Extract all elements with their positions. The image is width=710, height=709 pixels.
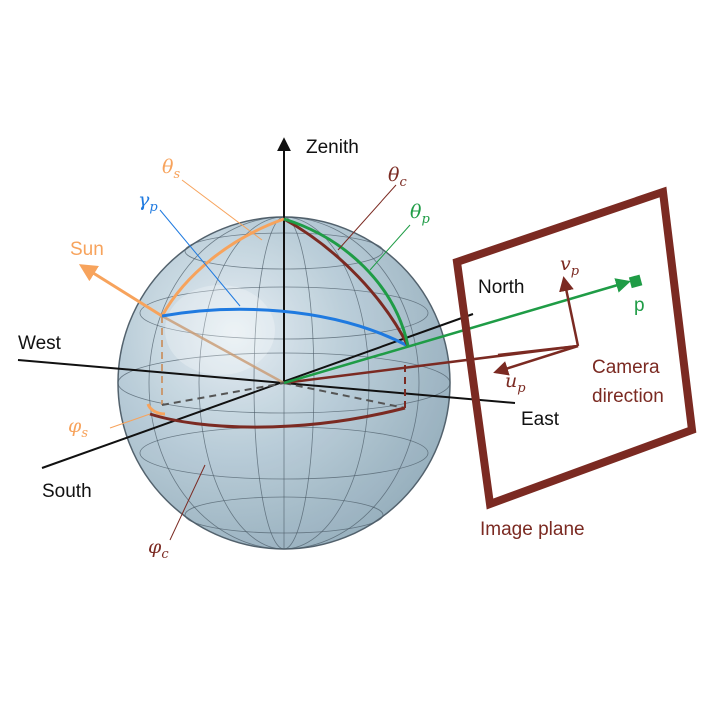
gamma-p-sub: p bbox=[149, 200, 158, 215]
phi-c-sub: c bbox=[161, 547, 169, 562]
pixel-ray-arrow bbox=[283, 278, 631, 385]
south-north-axis bbox=[41, 313, 474, 469]
west-label: West bbox=[18, 333, 62, 354]
u-p-arrow bbox=[493, 344, 579, 376]
gamma-p-label: γp bbox=[138, 189, 158, 215]
u-p-base: u bbox=[505, 370, 517, 392]
sun-direction-arrow bbox=[78, 264, 163, 318]
image-plane bbox=[452, 186, 697, 510]
u-p-label: up bbox=[505, 370, 526, 396]
sun-ray-to-origin bbox=[161, 314, 285, 385]
east-label: East bbox=[521, 409, 560, 430]
theta-s-base: θ bbox=[162, 156, 174, 178]
theta-s-label: θs bbox=[162, 156, 180, 182]
camera-direction-label-line2: direction bbox=[592, 386, 664, 407]
u-p-sub: p bbox=[517, 381, 526, 396]
theta-c-sub: c bbox=[399, 175, 407, 190]
phi-s-label: φs bbox=[68, 415, 88, 441]
v-p-label: vp bbox=[560, 253, 580, 279]
north-label: North bbox=[478, 277, 524, 298]
gamma-p-arc bbox=[161, 307, 409, 348]
gamma-p-base: γ bbox=[138, 189, 150, 211]
zenith-label: Zenith bbox=[306, 137, 359, 158]
pixel-zenith-arc bbox=[283, 217, 410, 347]
pixel-marker bbox=[628, 274, 643, 289]
sun-geometry bbox=[78, 217, 285, 416]
image-plane-label: Image plane bbox=[480, 519, 585, 540]
camera-direction-label-line1: Camera bbox=[592, 357, 660, 378]
south-label: South bbox=[42, 481, 92, 502]
theta-p-sub: p bbox=[421, 212, 430, 227]
sphere-highlight bbox=[165, 285, 275, 375]
phi-c-arc bbox=[149, 406, 406, 429]
west-east-axis bbox=[17, 359, 516, 404]
theta-p-base: θ bbox=[410, 201, 422, 223]
camera-direction-arrow bbox=[497, 344, 579, 357]
sun-label: Sun bbox=[70, 239, 104, 260]
theta-c-base: θ bbox=[388, 164, 400, 186]
axes bbox=[17, 137, 516, 469]
camera-horizontal-projection bbox=[283, 382, 406, 409]
v-p-sub: p bbox=[571, 264, 580, 279]
v-p-arrow bbox=[559, 276, 580, 347]
phi-s-arc bbox=[146, 403, 166, 416]
phi-c-base: φ bbox=[148, 536, 162, 558]
theta-c-label: θc bbox=[388, 164, 407, 190]
theta-s-sub: s bbox=[173, 167, 180, 182]
v-p-base: v bbox=[560, 253, 571, 275]
pixel-label: p bbox=[634, 295, 645, 316]
phi-c-label: φc bbox=[148, 536, 169, 562]
pixel-geometry bbox=[283, 217, 631, 385]
sun-zenith-arc bbox=[160, 217, 285, 317]
label-leaders bbox=[109, 179, 411, 541]
phi-s-base: φ bbox=[68, 415, 82, 437]
theta-p-label: θp bbox=[410, 201, 430, 227]
sun-horizontal-projection bbox=[161, 382, 285, 406]
phi-s-sub: s bbox=[81, 426, 88, 441]
camera-zenith-arc bbox=[283, 217, 410, 347]
